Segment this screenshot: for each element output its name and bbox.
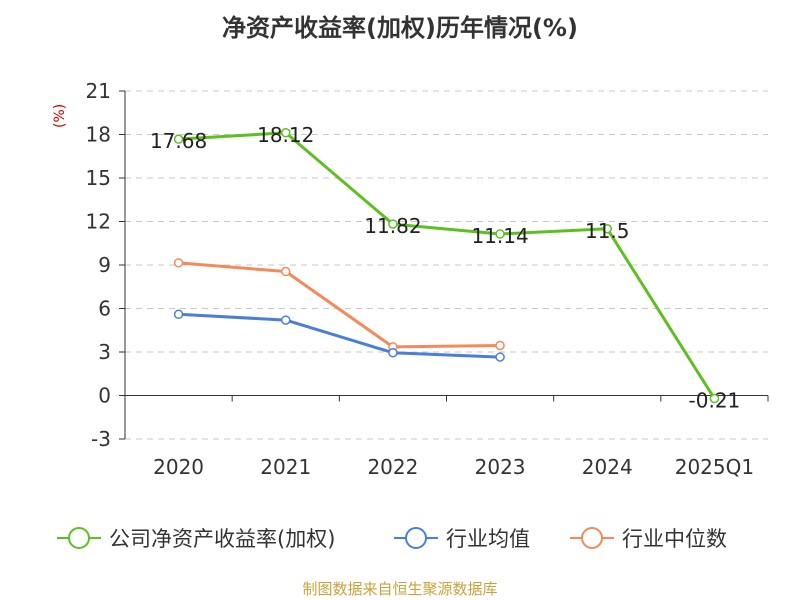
data-point <box>281 266 291 277</box>
x-tick-label: 2025Q1 <box>675 455 754 479</box>
legend: 公司净资产收益率(加权) 行业均值 行业中位数 <box>0 520 800 556</box>
data-label: 17.68 <box>150 129 207 153</box>
legend-label: 公司净资产收益率(加权) <box>109 527 336 551</box>
y-tick-label: 21 <box>86 79 111 103</box>
legend-item-company-roe[interactable]: 公司净资产收益率(加权) <box>55 520 335 556</box>
data-point <box>495 340 505 351</box>
data-point <box>173 258 184 268</box>
legend-label: 行业均值 <box>446 527 530 551</box>
x-tick-label: 2020 <box>153 455 204 479</box>
data-point <box>281 128 291 138</box>
y-tick-label: 6 <box>98 297 111 321</box>
data-point <box>709 393 720 404</box>
x-tick-label: 2024 <box>582 455 633 479</box>
legend-item-industry-mean[interactable]: 行业均值 <box>392 520 530 556</box>
data-point <box>173 309 184 320</box>
series-line <box>178 131 716 400</box>
y-tick-label: 15 <box>86 166 111 190</box>
x-tick-label: 2021 <box>260 455 311 479</box>
series-line <box>178 312 501 359</box>
legend-marker-icon <box>55 520 103 556</box>
data-label: 18.12 <box>257 123 314 147</box>
legend-marker-icon <box>568 520 616 556</box>
data-label: -0.21 <box>689 389 741 413</box>
data-label: 11.82 <box>364 214 421 238</box>
data-label: 11.5 <box>585 219 630 243</box>
x-tick-label: 2023 <box>475 455 526 479</box>
y-tick-label: 9 <box>98 253 111 277</box>
legend-label: 行业中位数 <box>622 527 727 551</box>
source-note: 制图数据来自恒生聚源数据库 <box>302 580 498 598</box>
data-point <box>495 352 505 362</box>
y-tick-label: -3 <box>91 427 111 451</box>
y-tick-label: 0 <box>98 384 111 408</box>
data-point <box>495 229 505 239</box>
chart-title: 净资产收益率(加权)历年情况(%) <box>222 14 578 42</box>
legend-marker-icon <box>392 520 440 556</box>
data-point <box>173 134 184 144</box>
data-point <box>281 315 291 325</box>
data-point <box>602 224 612 234</box>
data-label: 11.14 <box>471 224 528 248</box>
legend-item-industry-median[interactable]: 行业中位数 <box>568 520 727 556</box>
series-line <box>178 261 501 349</box>
y-tick-label: 18 <box>86 123 111 147</box>
x-tick-label: 2022 <box>367 455 418 479</box>
data-point <box>388 347 398 358</box>
y-tick-label: 3 <box>98 340 111 364</box>
y-tick-label: 12 <box>86 210 111 234</box>
data-point <box>388 219 398 229</box>
